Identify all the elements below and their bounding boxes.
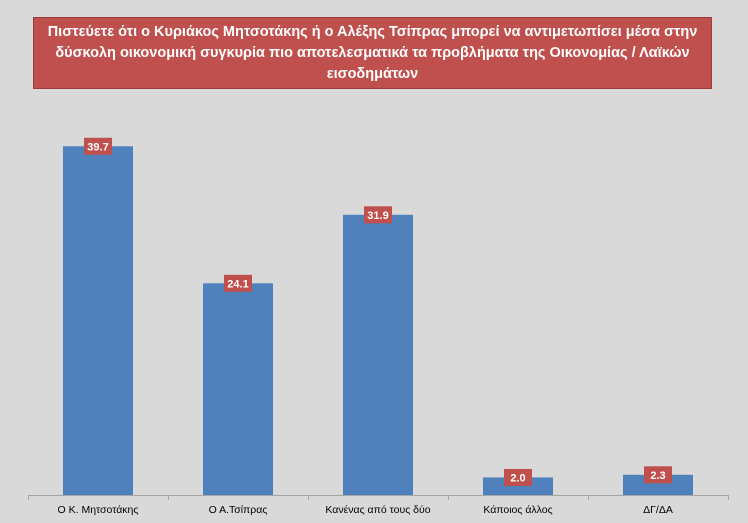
x-tick-label: Ο Κ. Μητσοτάκης [58,504,139,516]
x-tick-label: Κάποιος άλλος [483,504,552,516]
x-tick-label: Ο Α.Τσίπρας [209,504,268,516]
data-label-box [504,468,532,486]
data-label: 2.0 [510,472,525,484]
x-tick-label: Κανένας από τους δύο [325,504,430,516]
chart-title: Πιστεύετε ότι ο Κυριάκος Μητσοτάκης ή ο … [47,23,698,82]
bar [203,283,273,495]
data-label: 39.7 [87,141,108,153]
bar [483,477,553,495]
data-label: 31.9 [367,210,388,222]
data-label-box [364,206,392,224]
chart-title-box: Πιστεύετε ότι ο Κυριάκος Μητσοτάκης ή ο … [33,17,712,89]
data-label: 24.1 [227,278,248,290]
data-label-box [224,274,252,292]
data-label-box [644,466,672,484]
data-label-box [84,137,112,155]
bar [623,474,693,495]
data-label: 2.3 [650,470,665,482]
x-tick-label: ΔΓ/ΔΑ [643,504,673,516]
bar [63,146,133,495]
bar [343,214,413,495]
